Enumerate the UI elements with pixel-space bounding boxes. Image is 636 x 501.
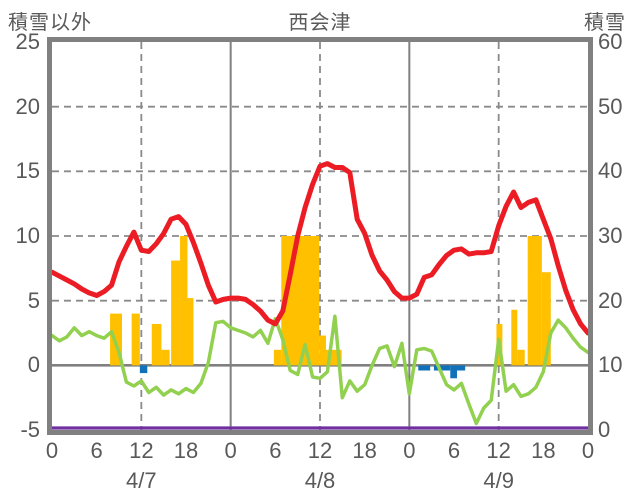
- blue-bars-segment: [456, 365, 466, 371]
- orange-bars-segment: [151, 323, 162, 366]
- orange-bars-segment: [511, 309, 518, 366]
- green-line-series: [52, 314, 588, 426]
- left-axis-tick-label: 10: [15, 223, 40, 248]
- right-axis-tick-label: 30: [598, 223, 623, 248]
- left-axis-tick-label: -5: [20, 417, 40, 442]
- right-axis-tick-label: 20: [598, 287, 623, 313]
- x-axis-tick-label: 0: [581, 438, 595, 463]
- x-axis-tick-label: 18: [173, 438, 199, 463]
- date-label: 4/8: [304, 468, 336, 493]
- orange-bars-segment: [541, 272, 551, 366]
- right-axis-tick-label: 40: [598, 158, 623, 184]
- x-axis-tick-label: 12: [129, 438, 154, 463]
- orange-bars-segment: [281, 236, 320, 366]
- blue-bars-segment: [433, 365, 451, 371]
- blue-bars-segment: [139, 365, 148, 374]
- orange-bars-segment: [180, 236, 188, 366]
- x-axis-tick-label: 6: [90, 438, 103, 463]
- x-axis-tick-label: 0: [403, 438, 416, 463]
- blue-bars-segment: [450, 365, 457, 379]
- x-axis-tick-label: 0: [224, 438, 237, 463]
- date-label: 4/9: [483, 468, 514, 493]
- orange-bars-segment: [171, 260, 181, 366]
- orange-bars-segment: [187, 298, 194, 366]
- orange-bars-segment: [517, 349, 525, 366]
- chart-svg: [52, 42, 588, 430]
- x-axis-tick-label: 0: [45, 438, 59, 463]
- right-axis-tick-label: 10: [598, 352, 623, 378]
- red-line-series: [52, 161, 588, 336]
- right-axis-tick-label: 50: [598, 93, 623, 119]
- orange-bars-segment: [273, 349, 282, 366]
- right-axis-tick-label: 60: [598, 29, 623, 54]
- left-axis-title: 積雪以外: [8, 12, 92, 34]
- x-axis-tick-label: 18: [352, 438, 377, 463]
- right-axis-tick-label: 0: [598, 417, 611, 442]
- x-axis-tick-label: 12: [486, 438, 511, 463]
- orange-bars-segment: [319, 335, 326, 366]
- right-axis-title: 積雪: [584, 12, 626, 34]
- orange-bars-segment: [527, 236, 542, 366]
- chart-title: 西会津: [288, 12, 352, 34]
- orange-bars-segment: [161, 349, 170, 366]
- orange-bars-segment: [131, 313, 140, 366]
- blue-bars-segment: [418, 365, 431, 371]
- x-axis-tick-label: 6: [269, 438, 282, 463]
- left-axis-tick-label: 0: [27, 352, 40, 378]
- x-axis-tick-label: 12: [307, 438, 333, 463]
- left-axis-tick-label: 15: [15, 158, 40, 184]
- left-axis-tick-label: 25: [15, 29, 40, 54]
- left-axis-tick-label: 20: [15, 93, 40, 119]
- x-axis-tick-label: 18: [531, 438, 556, 463]
- left-axis-tick-label: 5: [27, 287, 40, 313]
- plot-area: [47, 37, 593, 435]
- x-axis-tick-label: 6: [447, 438, 461, 463]
- date-label: 4/7: [126, 468, 157, 493]
